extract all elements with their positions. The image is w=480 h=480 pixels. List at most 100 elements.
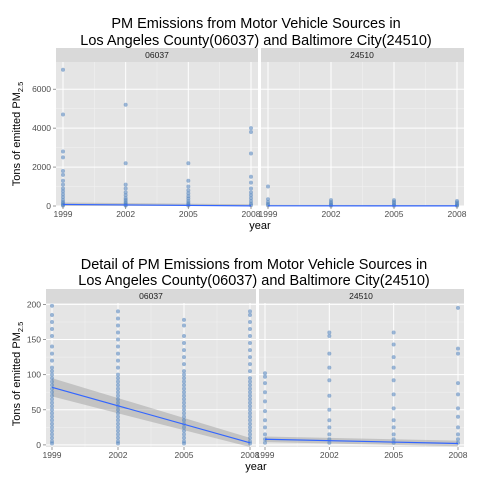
data-point	[249, 190, 253, 195]
data-point	[263, 374, 267, 379]
x-tick-label: 2002	[320, 450, 339, 460]
data-point	[327, 432, 332, 437]
confidence-band	[52, 378, 250, 447]
data-point	[50, 376, 54, 381]
data-point	[116, 337, 120, 342]
x-tick-label: 2002	[109, 450, 128, 460]
y-tick-label: 2000	[32, 162, 51, 172]
data-point	[182, 414, 186, 419]
data-point	[248, 334, 252, 339]
data-point	[61, 195, 65, 200]
data-point	[391, 440, 396, 445]
y-axis-title-main: Tons of emitted PM	[11, 332, 23, 426]
data-point	[248, 397, 252, 402]
data-point	[182, 432, 186, 437]
data-point	[391, 425, 396, 430]
data-point	[116, 414, 120, 419]
data-point	[182, 407, 186, 412]
data-point	[182, 397, 186, 402]
data-point	[50, 319, 54, 324]
data-point	[391, 392, 396, 397]
data-point	[182, 317, 186, 322]
data-point	[116, 425, 120, 430]
data-point	[248, 400, 252, 405]
data-point	[248, 312, 252, 317]
data-point	[391, 365, 396, 370]
chart-1-title-line-1: PM Emissions from Motor Vehicle Sources …	[111, 16, 400, 32]
data-point	[327, 407, 332, 412]
facet-strip-label: 06037	[139, 291, 163, 301]
x-tick-label: 2008	[449, 450, 468, 460]
facet-strip-label: 24510	[350, 50, 374, 60]
data-point	[116, 379, 120, 384]
data-point	[123, 161, 128, 166]
y-axis-title-subscript: 2.5	[16, 82, 25, 92]
data-point	[182, 355, 186, 360]
data-point	[249, 174, 253, 179]
data-point	[456, 432, 460, 437]
chart-2-facet-06037: 06037	[46, 289, 256, 447]
data-point	[391, 418, 396, 423]
data-point	[123, 190, 128, 195]
x-tick-label: 2005	[179, 209, 198, 219]
data-point	[116, 372, 120, 377]
x-tick-label: 1999	[43, 450, 62, 460]
data-point	[248, 418, 252, 423]
data-point	[182, 435, 186, 440]
data-point	[248, 386, 252, 391]
data-point	[50, 358, 54, 363]
data-point	[456, 381, 460, 386]
data-point	[61, 189, 65, 194]
data-point	[182, 441, 186, 446]
data-point	[248, 379, 252, 384]
data-point	[248, 414, 252, 419]
data-point	[327, 330, 332, 335]
x-tick-label: 2005	[175, 450, 194, 460]
data-point	[50, 351, 54, 356]
data-point	[182, 348, 186, 353]
data-point	[186, 188, 191, 193]
data-point	[50, 441, 54, 446]
data-point	[391, 432, 396, 437]
data-point	[116, 418, 120, 423]
x-tick-label: 1999	[54, 209, 73, 219]
data-point	[123, 182, 128, 187]
data-point	[182, 425, 186, 430]
data-point	[248, 326, 252, 331]
panel-marks	[56, 62, 258, 208]
data-point	[391, 355, 396, 360]
data-point	[186, 191, 191, 196]
data-point	[182, 323, 186, 328]
data-point	[50, 421, 54, 426]
data-point	[263, 381, 267, 386]
data-point	[116, 316, 120, 321]
data-point	[249, 196, 253, 201]
data-point	[266, 203, 270, 208]
y-axis-ticks: 0 2000 4000 6000	[32, 84, 56, 211]
data-point	[182, 376, 186, 381]
data-point	[116, 393, 120, 398]
data-point	[50, 390, 54, 395]
data-point	[50, 379, 54, 384]
data-point	[61, 192, 65, 197]
data-point	[50, 411, 54, 416]
chart-1-facet-24510: 24510	[261, 48, 464, 208]
facet-strip	[259, 289, 464, 303]
y-tick-label: 100	[27, 370, 41, 380]
data-point	[263, 390, 267, 395]
data-point	[61, 182, 65, 187]
data-point	[327, 334, 332, 339]
chart-2-facet-24510: 24510	[259, 289, 464, 447]
data-point	[116, 383, 120, 388]
data-point	[182, 393, 186, 398]
chart-2-title-line-2: Los Angeles County(06037) and Baltimore …	[78, 273, 429, 289]
data-point	[248, 421, 252, 426]
data-point	[186, 178, 191, 183]
data-point	[391, 406, 396, 411]
data-point	[327, 418, 332, 423]
data-point	[327, 378, 332, 383]
data-point	[61, 112, 65, 117]
data-point	[61, 155, 65, 160]
data-point	[182, 418, 186, 423]
